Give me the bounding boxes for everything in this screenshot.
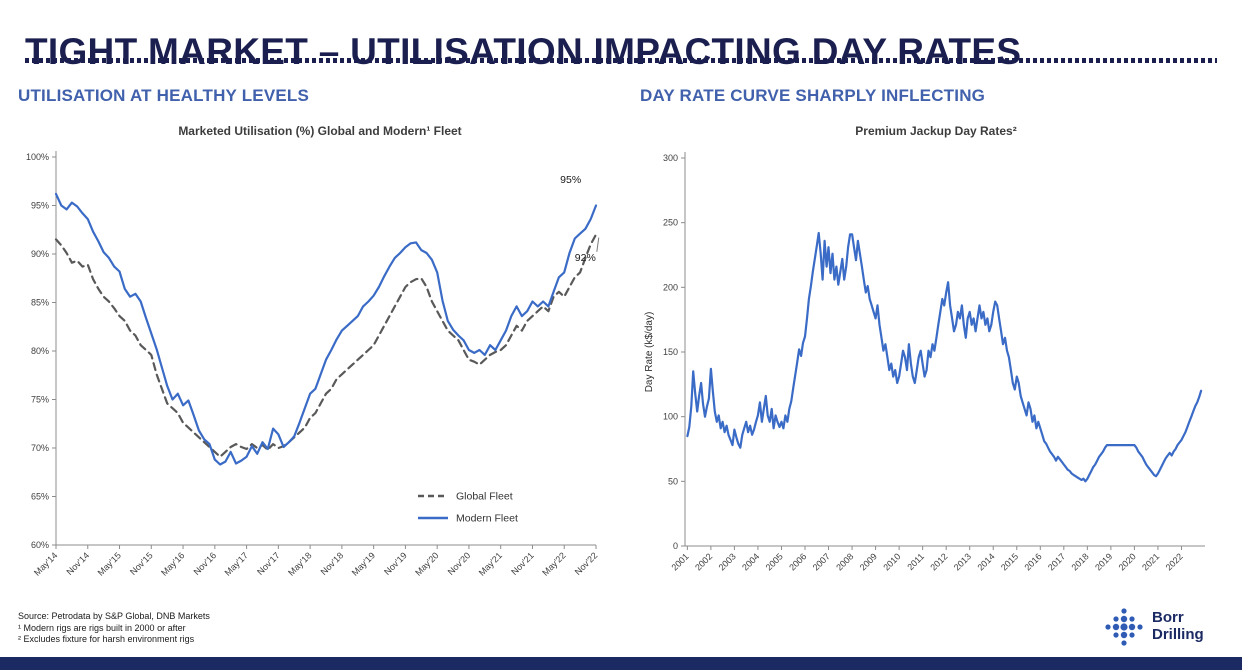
dayrate-section: DAY RATE CURVE SHARPLY INFLECTING Premiu… [630,86,1242,609]
svg-text:May'14: May'14 [32,550,59,577]
premium-jackup-day-rate-line [686,231,1203,483]
svg-text:2020: 2020 [1117,551,1138,572]
svg-text:May'18: May'18 [286,550,313,577]
svg-text:2006: 2006 [787,551,808,572]
dayrate-section-heading: DAY RATE CURVE SHARPLY INFLECTING [640,86,986,105]
page-title: TIGHT MARKET – UTILISATION IMPACTING DAY… [25,30,1022,72]
svg-text:Nov'16: Nov'16 [192,550,219,577]
svg-text:60%: 60% [31,540,49,550]
svg-text:Nov'17: Nov'17 [255,550,282,577]
svg-text:0: 0 [673,541,678,551]
svg-text:Nov'19: Nov'19 [382,550,409,577]
svg-text:2017: 2017 [1046,551,1067,572]
y-axis: 60% 65% 70% 75% 80% 85% 90% 95% 100% [26,152,56,550]
svg-text:75%: 75% [31,395,49,405]
svg-text:2019: 2019 [1093,551,1114,572]
svg-text:2013: 2013 [952,551,973,572]
svg-text:May'15: May'15 [96,550,123,577]
footnote-1: ¹ Modern rigs are rigs built in 2000 or … [18,622,186,633]
svg-text:May'19: May'19 [350,550,377,577]
svg-text:2022: 2022 [1164,551,1185,572]
svg-text:2010: 2010 [881,551,902,572]
utilisation-section: UTILISATION AT HEALTHY LEVELS Marketed U… [18,86,622,609]
svg-text:2001: 2001 [670,551,691,572]
svg-text:2005: 2005 [764,551,785,572]
svg-text:100%: 100% [26,152,49,162]
footnote-2: ² Excludes fixture for harsh environment… [18,634,195,644]
borr-logo-icon [1105,608,1143,646]
svg-text:50: 50 [668,476,678,486]
svg-text:Nov'21: Nov'21 [509,550,536,577]
y-axis: 0 50 100 150 200 250 300 [663,153,685,551]
modern-fleet-line [54,192,598,466]
svg-text:100: 100 [663,412,678,422]
svg-text:May'16: May'16 [159,550,186,577]
svg-text:150: 150 [663,347,678,357]
svg-text:2004: 2004 [740,551,761,572]
svg-text:2008: 2008 [834,551,855,572]
svg-text:Nov'15: Nov'15 [128,550,155,577]
chart-annotation: 92% [575,252,596,264]
utilisation-chart: 60% 65% 70% 75% 80% 85% 90% 95% 100% May'14 Nov'14… [26,151,599,578]
svg-text:250: 250 [663,218,678,228]
chart-legend: Global Fleet Modern Fleet [418,491,518,525]
y-axis-title: Day Rate (k$/day) [644,312,655,393]
svg-text:300: 300 [663,153,678,163]
svg-text:70%: 70% [31,443,49,453]
footnotes: Source: Petrodata by S&P Global, DNB Mar… [18,611,210,646]
svg-text:May'22: May'22 [540,550,567,577]
x-axis: May'14 Nov'14 May'15 Nov'15 May'16 Nov'16 May'… [32,545,599,578]
svg-text:2011: 2011 [905,551,926,572]
svg-text:90%: 90% [31,249,49,259]
svg-text:95%: 95% [31,201,49,211]
svg-text:Nov'14: Nov'14 [64,550,91,577]
utilisation-chart-title: Marketed Utilisation (%) Global and Mode… [178,124,462,138]
svg-text:2018: 2018 [1070,551,1091,572]
chart-annotation: 95% [560,174,581,186]
svg-text:Nov'20: Nov'20 [446,550,473,577]
svg-text:2021: 2021 [1140,551,1161,572]
x-axis: 2001 2002 2003 2004 2005 2006 2007 2008 2009 2010… [670,546,1185,573]
svg-text:2014: 2014 [975,551,996,572]
global-fleet-line [54,233,598,458]
svg-text:65%: 65% [31,492,49,502]
utilisation-section-heading: UTILISATION AT HEALTHY LEVELS [18,86,310,105]
svg-text:May'17: May'17 [223,550,250,577]
dayrate-chart-title: Premium Jackup Day Rates² [855,124,1017,138]
svg-text:2009: 2009 [858,551,879,572]
svg-text:2007: 2007 [811,551,832,572]
svg-text:2016: 2016 [1022,551,1043,572]
svg-text:80%: 80% [31,346,49,356]
svg-text:Nov'22: Nov'22 [573,550,600,577]
bottom-accent-bar [0,657,1242,670]
borr-logo-text: Borr Drilling [1152,606,1204,643]
svg-text:May'20: May'20 [413,550,440,577]
borr-logo-line1: Borr [1152,609,1184,626]
dotted-divider [25,58,1217,63]
axes [684,152,1205,547]
svg-text:2002: 2002 [693,551,714,572]
svg-text:85%: 85% [31,298,49,308]
svg-text:May'21: May'21 [477,550,504,577]
source-note: Source: Petrodata by S&P Global, DNB Mar… [18,611,210,621]
borr-drilling-logo: Borr Drilling [1103,606,1204,652]
svg-text:2015: 2015 [999,551,1020,572]
svg-text:200: 200 [663,282,678,292]
svg-text:2003: 2003 [717,551,738,572]
borr-logo-line2: Drilling [1152,626,1204,643]
svg-text:Modern Fleet: Modern Fleet [456,513,518,525]
axes [55,151,596,546]
svg-text:2012: 2012 [928,551,949,572]
svg-text:Nov'18: Nov'18 [319,550,346,577]
svg-text:Global Fleet: Global Fleet [456,491,513,503]
